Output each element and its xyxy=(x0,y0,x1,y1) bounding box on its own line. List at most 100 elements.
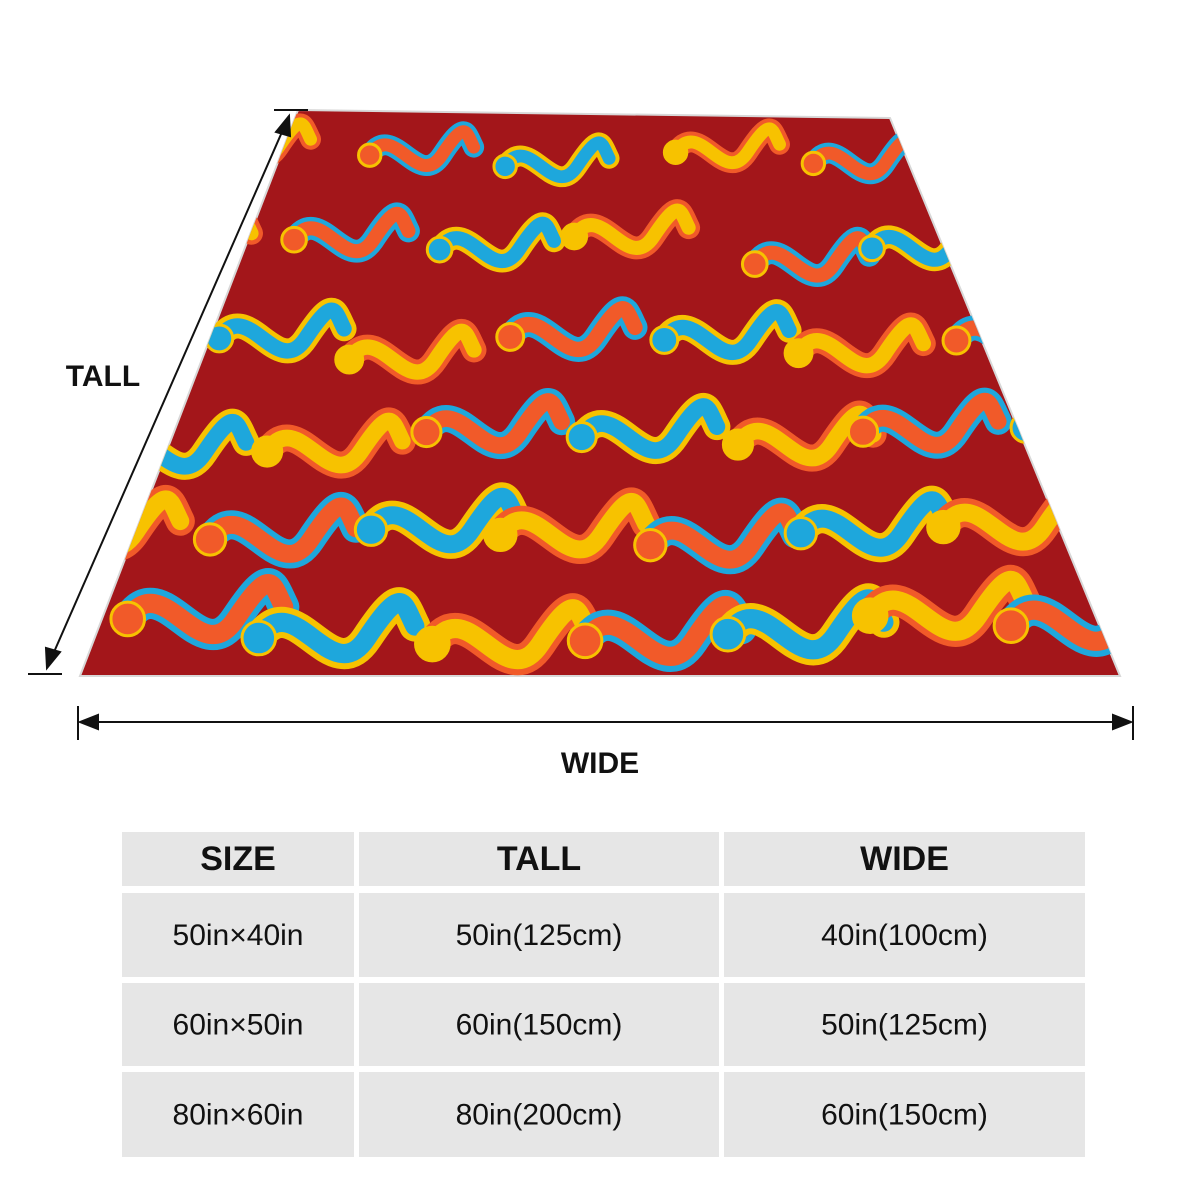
dragon-body xyxy=(1043,203,1120,264)
dragon-head xyxy=(357,142,383,168)
table-cell xyxy=(359,1072,719,1157)
table-cell-text: 40in(100cm) xyxy=(821,919,988,952)
dragon-head xyxy=(1041,226,1070,255)
dragon-head xyxy=(965,129,991,155)
table-header: TALL xyxy=(497,840,581,878)
dragon-body xyxy=(249,593,425,664)
dragon-body xyxy=(341,323,482,380)
dragon-head xyxy=(19,517,50,548)
table-cell xyxy=(122,893,354,977)
dragon-head xyxy=(941,325,972,356)
dragon-body xyxy=(791,491,956,557)
table-header: SIZE xyxy=(200,840,276,878)
dragon-head xyxy=(123,228,151,256)
dragon-head xyxy=(649,324,680,355)
dragon-body xyxy=(567,203,696,255)
dragon-head xyxy=(80,144,85,170)
table-cell xyxy=(359,893,719,977)
dragon-body xyxy=(971,112,1089,159)
table-cell-text: 60in(150cm) xyxy=(821,1098,988,1131)
dragon-head xyxy=(280,225,308,254)
dragon-head xyxy=(800,150,827,177)
dragon-body xyxy=(747,231,877,283)
dragon-head xyxy=(240,619,278,657)
wide-arrow xyxy=(77,706,1134,740)
dragon-head xyxy=(851,597,889,635)
dragon-head xyxy=(565,420,598,454)
dragon-head xyxy=(193,134,220,161)
dragon-head xyxy=(560,222,589,251)
dragon-body xyxy=(502,301,643,358)
table-cell-text: 60in(150cm) xyxy=(456,1008,623,1041)
size-table: SIZE TALL WIDE 50in×40in 50in(125cm) 40in(100… xyxy=(122,832,1085,1157)
dragon-body xyxy=(573,398,726,459)
table-cell xyxy=(724,1072,1085,1157)
dragon-head xyxy=(495,322,526,352)
dragon-head xyxy=(94,436,127,469)
dragon-body xyxy=(80,127,183,174)
blanket xyxy=(78,108,1122,677)
dragon-head xyxy=(414,625,451,663)
table-cell-text: 80in(200cm) xyxy=(456,1098,623,1131)
table-cell xyxy=(724,832,1085,886)
dragon-body xyxy=(432,216,562,268)
dragon-body xyxy=(211,302,352,359)
table-cell xyxy=(359,983,719,1066)
dragon-body xyxy=(422,599,598,670)
dragon-body xyxy=(118,574,294,644)
table-cell xyxy=(122,832,354,886)
dragon-head xyxy=(192,522,228,557)
table-cell-text: 50in×40in xyxy=(173,919,304,952)
dragon-head xyxy=(492,153,518,180)
wide-label: WIDE xyxy=(561,747,639,780)
dragon-body xyxy=(1048,207,1120,260)
dragon-body xyxy=(1012,383,1120,455)
dragon-body xyxy=(656,304,797,360)
table-cell-text: 80in×60in xyxy=(173,1098,304,1131)
dragon-body xyxy=(491,493,655,559)
tall-arrow xyxy=(28,109,308,675)
dragon-head xyxy=(633,527,668,563)
dragon-head xyxy=(721,428,755,461)
dragon-body xyxy=(418,393,570,454)
table-cell xyxy=(724,893,1085,977)
dragon-head xyxy=(783,515,819,551)
dragon-body xyxy=(790,317,932,374)
dragon-body xyxy=(287,206,416,259)
dragon-body xyxy=(967,110,1093,163)
dragon-head xyxy=(353,512,389,547)
dragon-body xyxy=(201,497,365,563)
tall-label: TALL xyxy=(66,360,140,393)
dragon-body xyxy=(1017,388,1120,450)
dragon-body xyxy=(498,136,616,184)
dragon-body xyxy=(362,487,526,554)
dragon-body xyxy=(363,125,481,172)
dragon-head xyxy=(425,235,454,264)
table-cell-text: 50in(125cm) xyxy=(456,919,623,952)
dragon-body xyxy=(575,596,751,666)
dragon-head xyxy=(783,338,814,369)
dragon-body xyxy=(669,122,786,170)
table-cell xyxy=(122,1072,354,1157)
table-cell xyxy=(359,832,719,886)
table-cell xyxy=(724,983,1085,1066)
dragon-head xyxy=(858,234,886,263)
dragon-body xyxy=(80,123,187,178)
dragon-head xyxy=(566,622,604,660)
table-cell-text: 60in×50in xyxy=(173,1008,304,1041)
dragon-body xyxy=(860,570,1036,641)
dragon-head xyxy=(334,344,365,375)
dragon-body xyxy=(854,393,1007,454)
dragon-head xyxy=(410,416,443,449)
dragon-head xyxy=(740,250,769,278)
dragon-body xyxy=(258,412,411,474)
dragon-head xyxy=(926,509,961,545)
dragon-head xyxy=(992,607,1030,645)
table-cell xyxy=(122,983,354,1066)
dragon-head xyxy=(46,333,73,360)
dragon-body xyxy=(130,209,259,261)
dragon-body xyxy=(125,204,263,265)
table-cell-text: 50in(125cm) xyxy=(821,1008,988,1041)
dragon-head xyxy=(483,517,518,553)
